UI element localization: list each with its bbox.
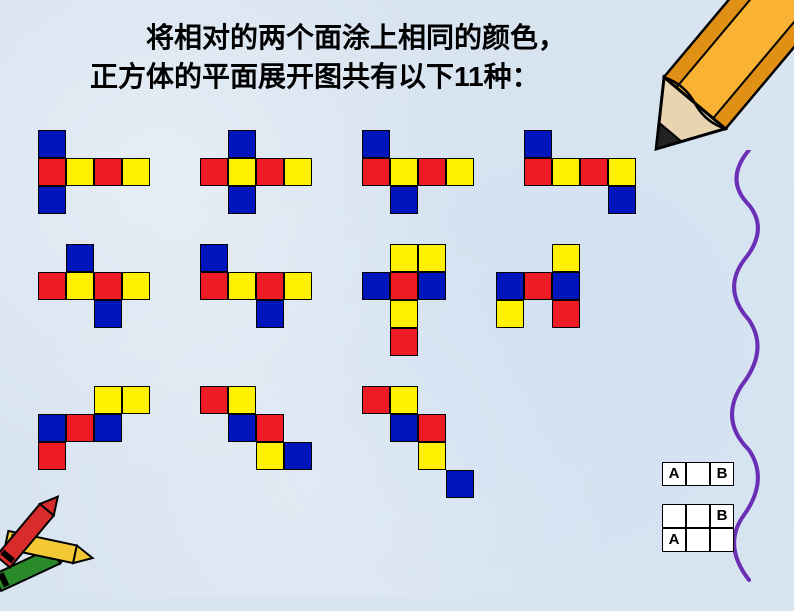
net-cell xyxy=(94,158,122,186)
net-cell xyxy=(284,272,312,300)
cube-net xyxy=(362,130,474,214)
net-cell xyxy=(94,300,122,328)
net-cell xyxy=(552,244,580,272)
net-cell xyxy=(418,244,446,272)
net-cell xyxy=(228,386,256,414)
net-cell xyxy=(38,442,66,470)
net-cell xyxy=(418,272,446,300)
net-cell xyxy=(228,414,256,442)
net-cell xyxy=(228,158,256,186)
crayons-decoration xyxy=(0,481,115,611)
cube-net xyxy=(200,244,312,356)
net-cell xyxy=(256,300,284,328)
net-cell xyxy=(38,186,66,214)
ab-cell xyxy=(686,462,710,486)
net-cell xyxy=(418,158,446,186)
net-cell xyxy=(418,414,446,442)
net-cell xyxy=(228,272,256,300)
net-row xyxy=(38,130,636,214)
ab-cell: B xyxy=(710,504,734,528)
net-cell xyxy=(496,300,524,328)
net-cell xyxy=(390,158,418,186)
net-cell xyxy=(200,386,228,414)
net-cell xyxy=(390,244,418,272)
net-cell xyxy=(390,386,418,414)
ab-cell xyxy=(686,528,710,552)
net-cell xyxy=(66,272,94,300)
cube-net xyxy=(200,386,312,498)
net-cell xyxy=(390,300,418,328)
net-cell xyxy=(284,158,312,186)
net-cell xyxy=(66,158,94,186)
net-cell xyxy=(256,158,284,186)
ab-cell xyxy=(686,504,710,528)
net-cell xyxy=(362,272,390,300)
net-cell xyxy=(552,300,580,328)
nets-container xyxy=(38,130,636,498)
net-cell xyxy=(94,386,122,414)
net-cell xyxy=(390,414,418,442)
net-cell xyxy=(390,272,418,300)
net-cell xyxy=(228,130,256,158)
net-cell xyxy=(390,328,418,356)
cube-net xyxy=(38,130,150,214)
net-cell xyxy=(580,158,608,186)
net-cell xyxy=(122,272,150,300)
ab-cell: B xyxy=(710,462,734,486)
net-cell xyxy=(362,130,390,158)
net-cell xyxy=(122,386,150,414)
net-cell xyxy=(418,442,446,470)
net-cell xyxy=(524,272,552,300)
net-cell xyxy=(94,272,122,300)
net-cell xyxy=(94,414,122,442)
net-cell xyxy=(524,130,552,158)
net-cell xyxy=(524,158,552,186)
net-row xyxy=(38,244,636,356)
cube-net xyxy=(524,130,636,214)
ab-cell xyxy=(662,504,686,528)
title-line-2: 正方体的平面展开图共有以下11种： xyxy=(90,61,540,92)
net-cell xyxy=(496,272,524,300)
net-cell xyxy=(66,244,94,272)
title-line-1: 将相对的两个面涂上相同的颜色， xyxy=(90,22,566,53)
net-cell xyxy=(390,186,418,214)
cube-net xyxy=(38,244,150,356)
net-cell xyxy=(446,470,474,498)
net-cell xyxy=(256,272,284,300)
net-cell xyxy=(608,158,636,186)
cube-net xyxy=(496,244,580,356)
net-cell xyxy=(200,272,228,300)
ab-cell xyxy=(710,528,734,552)
cube-net xyxy=(200,130,312,214)
net-cell xyxy=(228,186,256,214)
net-cell xyxy=(362,158,390,186)
ab-cell: A xyxy=(662,462,686,486)
ab-diagram-1: AB xyxy=(662,462,734,486)
cube-net xyxy=(362,386,474,498)
net-cell xyxy=(38,414,66,442)
net-cell xyxy=(38,158,66,186)
net-cell xyxy=(284,442,312,470)
net-cell xyxy=(38,130,66,158)
net-cell xyxy=(552,158,580,186)
page-title: 将相对的两个面涂上相同的颜色， 正方体的平面展开图共有以下11种： xyxy=(90,18,650,96)
net-cell xyxy=(38,272,66,300)
net-cell xyxy=(66,414,94,442)
net-cell xyxy=(446,158,474,186)
ab-diagram-2: BA xyxy=(662,504,734,552)
net-cell xyxy=(122,158,150,186)
ab-cell: A xyxy=(662,528,686,552)
net-cell xyxy=(256,442,284,470)
cube-net xyxy=(362,244,446,356)
net-cell xyxy=(200,244,228,272)
net-cell xyxy=(256,414,284,442)
net-row xyxy=(38,386,636,498)
net-cell xyxy=(552,272,580,300)
net-cell xyxy=(362,386,390,414)
net-cell xyxy=(200,158,228,186)
net-cell xyxy=(608,186,636,214)
